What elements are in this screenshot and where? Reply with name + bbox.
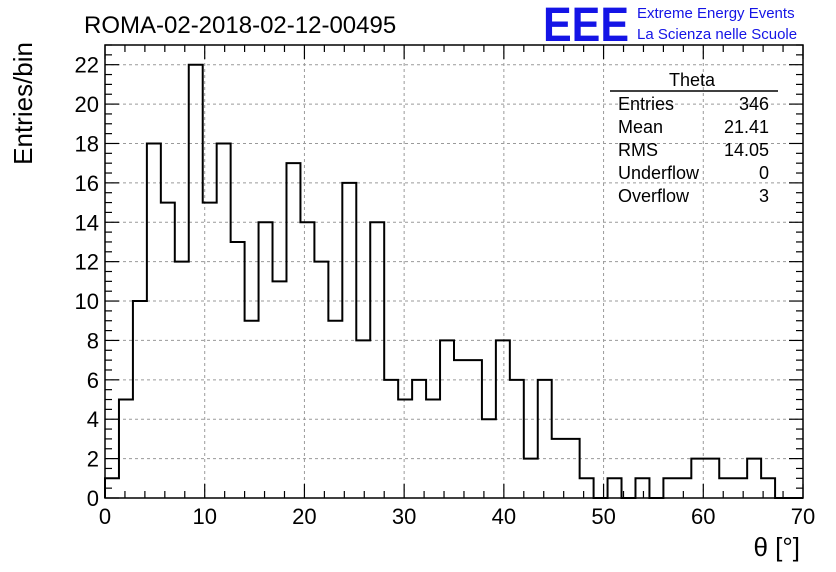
histogram-bin	[119, 400, 133, 498]
histogram-bin	[245, 321, 259, 498]
histogram-bin	[566, 439, 580, 498]
histogram-bin	[384, 380, 398, 498]
eee-logo-mark: EEE	[543, 0, 629, 52]
x-tick-label: 10	[192, 504, 216, 529]
y-tick-label: 10	[75, 289, 99, 314]
histogram-bin	[608, 478, 622, 498]
histogram-bin	[370, 222, 384, 498]
y-tick-label: 4	[87, 407, 99, 432]
histogram-bin	[231, 242, 245, 498]
x-tick-label: 70	[791, 504, 815, 529]
histogram-bin	[733, 478, 747, 498]
y-tick-label: 8	[87, 328, 99, 353]
logo-line-1: Extreme Energy Events	[637, 5, 795, 22]
y-tick-label: 22	[75, 53, 99, 78]
stats-rms-label: RMS	[618, 140, 658, 160]
histogram-bin	[552, 439, 566, 498]
stats-underflow-value: 0	[759, 163, 769, 183]
histogram-bars	[104, 63, 803, 499]
stats-overflow-value: 3	[759, 186, 769, 206]
axis-ticks	[104, 44, 804, 499]
histogram-bin	[147, 143, 161, 498]
stats-title: Theta	[669, 70, 716, 90]
stats-box: Theta Entries 346 Mean 21.41 RMS 14.05 U…	[610, 70, 778, 206]
histogram-bin	[175, 262, 189, 498]
grid-lines	[105, 45, 803, 498]
y-axis-title: Entries/bin	[8, 42, 38, 165]
histogram-bin	[161, 203, 175, 498]
chart-title: ROMA-02-2018-02-12-00495	[84, 12, 396, 39]
y-tick-label: 2	[87, 447, 99, 472]
stats-entries-value: 346	[739, 94, 769, 114]
y-tick-label: 12	[75, 250, 99, 275]
histogram-bin	[580, 478, 594, 498]
stats-overflow-label: Overflow	[618, 186, 690, 206]
histogram-bin	[677, 478, 691, 498]
plot-frame	[104, 44, 804, 499]
y-tick-label: 0	[87, 486, 99, 511]
eee-logo: EEE Extreme Energy Events La Scienza nel…	[543, 0, 797, 52]
histogram-bin	[510, 380, 524, 498]
histogram-bin	[273, 281, 287, 498]
histogram-bin	[259, 222, 273, 498]
histogram-bin	[719, 478, 733, 498]
histogram-bin	[189, 65, 203, 498]
histogram-bin	[300, 222, 314, 498]
stats-entries-label: Entries	[618, 94, 674, 114]
x-tick-label: 0	[99, 504, 111, 529]
y-tick-label: 16	[75, 171, 99, 196]
histogram-bin	[398, 400, 412, 498]
y-tick-label: 6	[87, 368, 99, 393]
x-axis-title: θ [°]	[753, 532, 800, 562]
histogram-bin	[468, 360, 482, 498]
histogram-bin	[412, 380, 426, 498]
histogram-outline	[104, 63, 803, 499]
stats-mean-label: Mean	[618, 117, 663, 137]
stats-rms-value: 14.05	[724, 140, 769, 160]
x-tick-label: 50	[591, 504, 615, 529]
histogram-bin	[538, 380, 552, 498]
histogram-bin	[286, 163, 300, 498]
x-tick-label: 60	[691, 504, 715, 529]
histogram-bin	[133, 301, 147, 498]
logo-line-2: La Scienza nelle Scuole	[637, 26, 797, 43]
histogram-bin	[328, 321, 342, 498]
histogram-bin	[426, 400, 440, 498]
x-tick-label: 20	[292, 504, 316, 529]
x-tick-label: 30	[392, 504, 416, 529]
stats-underflow-label: Underflow	[618, 163, 700, 183]
histogram-bin	[524, 459, 538, 498]
histogram-bin	[217, 143, 231, 498]
histogram-bin	[635, 478, 649, 498]
x-tick-label: 40	[492, 504, 516, 529]
histogram-bin	[342, 183, 356, 498]
y-tick-label: 20	[75, 92, 99, 117]
y-tick-label: 18	[75, 131, 99, 156]
stats-mean-value: 21.41	[724, 117, 769, 137]
histogram-bin	[705, 459, 719, 498]
y-tick-label: 14	[75, 210, 99, 235]
histogram-bin	[747, 459, 761, 498]
histogram-bin	[663, 478, 677, 498]
histogram-bin	[454, 360, 468, 498]
